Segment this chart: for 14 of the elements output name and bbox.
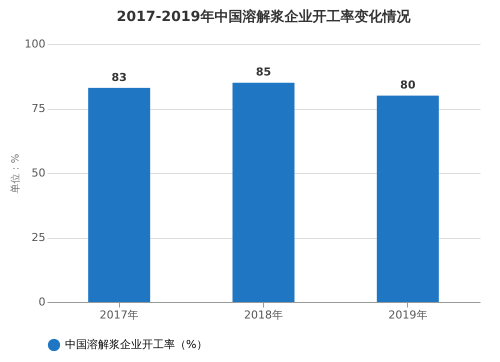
x-tick-label: 2017年 [100, 308, 139, 322]
data-label: 83 [112, 70, 127, 84]
data-label: 85 [256, 66, 272, 79]
data-label: 80 [400, 78, 416, 92]
y-axis-title: 单位：% [10, 154, 22, 194]
y-tick-label: 100 [24, 38, 46, 50]
y-tick-label: 25 [32, 231, 46, 244]
x-tick-label: 2018年 [244, 308, 283, 322]
legend-label: 中国溶解浆企业开工率（%） [65, 338, 208, 351]
y-tick-label: 75 [32, 102, 46, 115]
x-tick-label: 2019年 [388, 308, 428, 322]
chart-title: 2017-2019年中国溶解浆企业开工率变化情况 [116, 8, 412, 25]
y-tick-label: 0 [38, 296, 46, 308]
y-tick-label: 50 [32, 166, 46, 180]
